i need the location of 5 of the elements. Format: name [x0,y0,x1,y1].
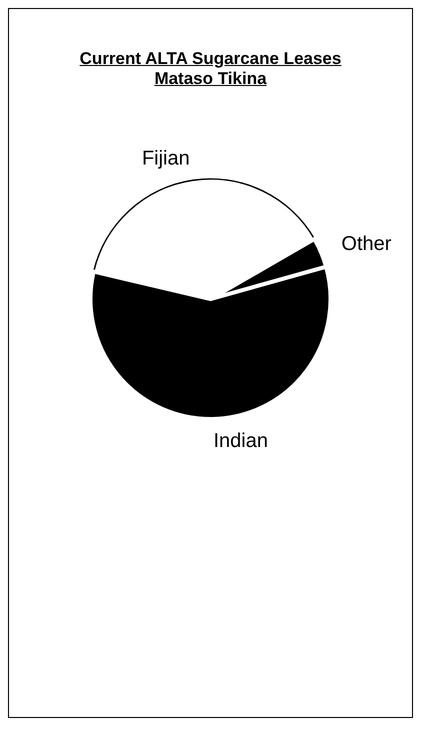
chart-subtitle: Mataso Tikina [153,69,268,89]
chart-title: Current ALTA Sugarcane Leases [78,49,342,69]
slice-label: Indian [213,430,268,452]
slice-label: Fijian [142,148,190,170]
slice-label: Other [341,232,392,255]
